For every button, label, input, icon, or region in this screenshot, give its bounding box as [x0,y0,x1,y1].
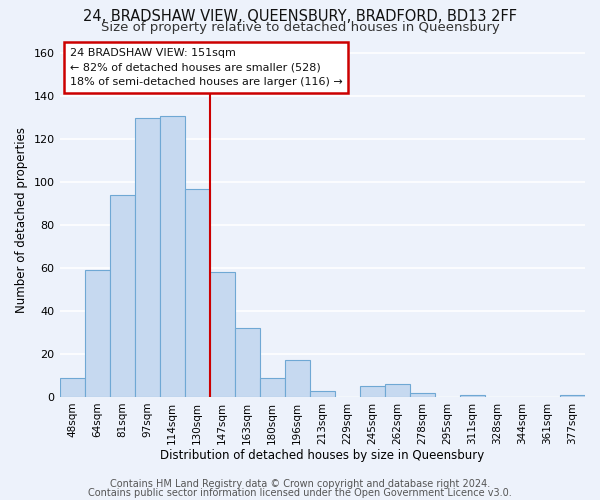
Bar [285,360,310,397]
X-axis label: Distribution of detached houses by size in Queensbury: Distribution of detached houses by size … [160,450,484,462]
Bar [560,395,585,397]
Bar [310,390,335,397]
Bar [85,270,110,397]
Text: 24, BRADSHAW VIEW, QUEENSBURY, BRADFORD, BD13 2FF: 24, BRADSHAW VIEW, QUEENSBURY, BRADFORD,… [83,9,517,24]
Y-axis label: Number of detached properties: Number of detached properties [15,126,28,312]
Bar [410,392,435,397]
Bar [360,386,385,397]
Bar [59,378,85,397]
Text: Size of property relative to detached houses in Queensbury: Size of property relative to detached ho… [101,21,499,34]
Bar [134,118,160,397]
Bar [160,116,185,397]
Text: Contains public sector information licensed under the Open Government Licence v3: Contains public sector information licen… [88,488,512,498]
Text: 24 BRADSHAW VIEW: 151sqm
← 82% of detached houses are smaller (528)
18% of semi-: 24 BRADSHAW VIEW: 151sqm ← 82% of detach… [70,48,343,88]
Bar [385,384,410,397]
Bar [185,188,209,397]
Bar [110,195,134,397]
Bar [460,395,485,397]
Bar [209,272,235,397]
Text: Contains HM Land Registry data © Crown copyright and database right 2024.: Contains HM Land Registry data © Crown c… [110,479,490,489]
Bar [235,328,260,397]
Bar [260,378,285,397]
